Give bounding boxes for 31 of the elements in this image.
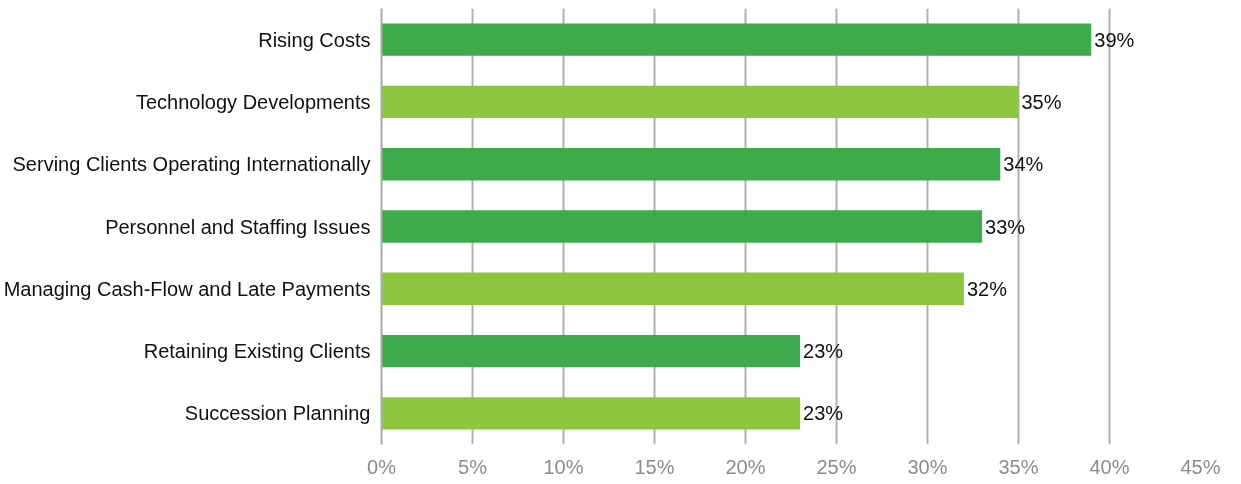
bar bbox=[381, 148, 1001, 181]
x-tick-label: 15% bbox=[634, 455, 675, 478]
x-tick-label: 0% bbox=[367, 455, 397, 478]
bar bbox=[381, 210, 983, 243]
x-tick-label: 25% bbox=[816, 455, 857, 478]
y-tick-label: Managing Cash-Flow and Late Payments bbox=[3, 277, 371, 300]
y-tick-label: Rising Costs bbox=[258, 28, 371, 51]
data-label: 35% bbox=[1021, 90, 1062, 113]
bar bbox=[381, 334, 801, 368]
y-tick-label: Technology Developments bbox=[135, 90, 371, 113]
x-tick-label: 45% bbox=[1180, 455, 1221, 478]
y-tick-label: Retaining Existing Clients bbox=[143, 340, 371, 363]
x-tick-label: 20% bbox=[725, 455, 766, 478]
x-tick-label: 40% bbox=[1089, 455, 1130, 478]
y-tick-label: Succession Planning bbox=[184, 402, 371, 425]
data-label: 32% bbox=[966, 277, 1008, 300]
x-tick-label: 5% bbox=[458, 455, 488, 478]
y-tick-label: Serving Clients Operating Internationally bbox=[12, 153, 371, 176]
data-label: 23% bbox=[803, 402, 844, 425]
y-tick-label: Personnel and Staffing Issues bbox=[105, 215, 371, 238]
x-tick-label: 30% bbox=[907, 455, 948, 478]
data-label: 33% bbox=[985, 215, 1026, 238]
data-label: 34% bbox=[1003, 153, 1044, 176]
x-tick-label: 10% bbox=[543, 455, 584, 478]
data-label: 23% bbox=[803, 340, 844, 363]
data-label: 39% bbox=[1094, 28, 1135, 51]
bar bbox=[381, 272, 964, 305]
bar bbox=[381, 397, 801, 430]
bar bbox=[381, 23, 1092, 56]
x-tick-label: 35% bbox=[998, 455, 1039, 478]
bar bbox=[381, 85, 1019, 119]
